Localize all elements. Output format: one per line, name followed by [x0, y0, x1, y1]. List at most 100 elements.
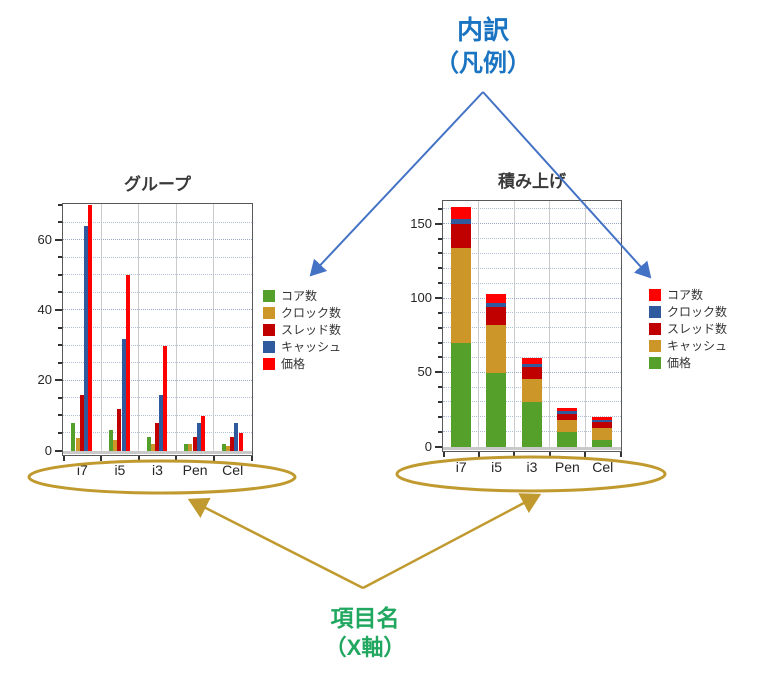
bar-スレッド数 [230, 436, 235, 451]
legend-item: スレッド数 [649, 320, 727, 337]
horizontal-gridline [443, 297, 621, 299]
stack-segment-クロック数 [521, 363, 542, 367]
stack-segment-クロック数 [486, 302, 507, 308]
legend-label: 価格 [281, 357, 306, 371]
x-tick [477, 452, 480, 457]
stack-segment-コア数 [556, 408, 577, 412]
legend-item: クロック数 [263, 304, 341, 321]
legend-annotation-line2: （凡例） [435, 50, 531, 77]
y-tick-label: 100 [410, 290, 432, 305]
y-major-tick [55, 308, 62, 311]
bar-コア数 [146, 436, 151, 451]
y-major-tick [55, 449, 62, 452]
y-minor-tick [58, 361, 62, 364]
legend-swatch [263, 289, 275, 302]
bar-価格 [88, 205, 93, 451]
y-minor-tick [438, 341, 442, 344]
stack-segment-価格 [521, 402, 542, 447]
stack-segment-キャッシュ [592, 427, 613, 440]
vertical-gridline [213, 204, 215, 454]
y-minor-tick [58, 221, 62, 224]
legend-label: コア数 [667, 288, 704, 302]
legend-swatch [263, 306, 275, 319]
legend-item: キャッシュ [263, 338, 341, 355]
x-tick [442, 452, 445, 457]
y-minor-tick [438, 311, 442, 314]
y-minor-tick [58, 414, 62, 417]
y-tick-label: 0 [44, 442, 52, 458]
y-minor-tick [438, 400, 442, 403]
legend-label: 価格 [667, 356, 692, 370]
x-tick [513, 452, 516, 457]
stacked-chart-title: 積み上げ [498, 172, 566, 191]
vertical-gridline [584, 201, 586, 450]
y-major-tick [435, 445, 442, 448]
x-tick [62, 456, 65, 461]
bar-キャッシュ [234, 422, 239, 451]
x-category-label: Cel [592, 459, 614, 475]
y-minor-tick [58, 431, 62, 434]
xaxis-arrow-right [362, 493, 542, 590]
legend-label: キャッシュ [281, 340, 342, 354]
y-minor-tick [58, 396, 62, 399]
stack-segment-スレッド数 [486, 307, 507, 326]
horizontal-gridline [63, 414, 252, 416]
legend-item: クロック数 [649, 303, 727, 320]
legend-label: キャッシュ [667, 339, 728, 353]
stack-segment-キャッシュ [556, 420, 577, 433]
grouped-chart-title: グループ [124, 175, 191, 194]
bar-クロック数 [75, 438, 80, 451]
stack-segment-スレッド数 [556, 414, 577, 421]
x-axis-line [63, 451, 252, 454]
legend-annotation: 内訳 （凡例） [398, 12, 568, 80]
x-category-label: Cel [222, 462, 244, 478]
legend-swatch [263, 357, 275, 370]
y-major-tick [55, 238, 62, 241]
xaxis-annotation: 項目名 （X軸） [282, 603, 448, 663]
grouped-chart-legend: コア数 クロック数スレッド数キャッシュ価格 [263, 287, 341, 372]
legend-swatch [649, 322, 661, 335]
stack-segment-スレッド数 [592, 421, 613, 428]
bar-価格 [238, 433, 243, 451]
stack-segment-コア数 [592, 416, 613, 420]
legend-item: コア数 [649, 286, 727, 303]
y-tick-label: 0 [424, 438, 432, 454]
legend-item: 価格 [263, 355, 341, 372]
xaxis-annotation-line1: 項目名 [330, 605, 400, 631]
stack-segment-スレッド数 [450, 224, 471, 249]
bar-キャッシュ [159, 394, 164, 451]
y-tick-label: 20 [37, 372, 52, 388]
stack-segment-クロック数 [556, 411, 577, 415]
legend-label: クロック数 [667, 305, 728, 319]
bar-スレッド数 [192, 436, 197, 451]
stack-segment-スレッド数 [521, 366, 542, 379]
horizontal-gridline [443, 327, 621, 329]
y-minor-tick [438, 415, 442, 418]
bar-コア数 [71, 422, 76, 451]
stack-segment-価格 [592, 439, 613, 447]
y-minor-tick [438, 207, 442, 210]
legend-swatch [649, 288, 661, 301]
horizontal-gridline [443, 356, 621, 358]
legend-label: スレッド数 [281, 323, 342, 337]
legend-annotation-line1: 内訳 [456, 15, 509, 45]
y-major-tick [55, 379, 62, 382]
stack-segment-キャッシュ [521, 378, 542, 403]
bar-スレッド数 [117, 408, 122, 451]
legend-swatch [649, 305, 661, 318]
y-minor-tick [58, 256, 62, 259]
vertical-gridline [175, 204, 177, 454]
legend-swatch [649, 339, 661, 352]
legend-label: コア数 [281, 289, 318, 303]
y-minor-tick [58, 344, 62, 347]
bar-コア数 [108, 429, 114, 451]
x-tick [137, 456, 140, 461]
bar-クロック数 [150, 443, 155, 451]
y-minor-tick [438, 252, 442, 255]
bar-価格 [125, 275, 130, 451]
legend-swatch [649, 356, 661, 369]
stack-segment-価格 [486, 372, 507, 447]
y-minor-tick [438, 326, 442, 329]
stack-segment-コア数 [486, 294, 507, 303]
bar-コア数 [221, 443, 226, 451]
